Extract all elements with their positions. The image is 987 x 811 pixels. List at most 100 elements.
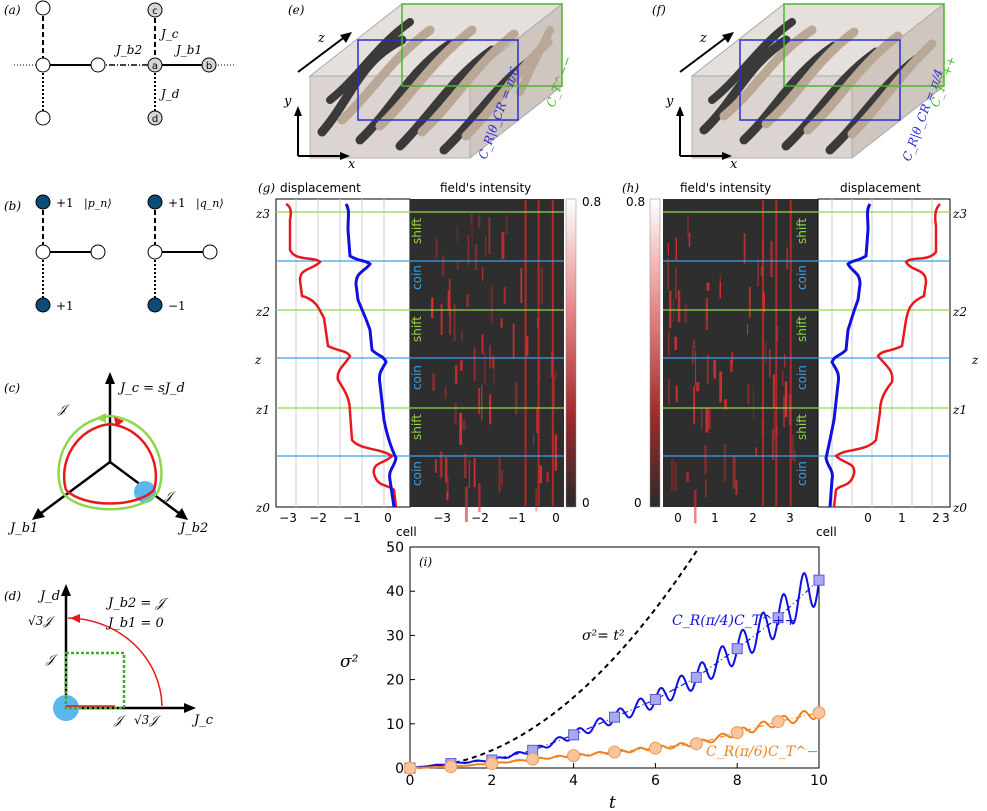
b-right-bottom: −1: [168, 299, 186, 313]
h-xf-4: 3: [786, 511, 794, 525]
h-blue-curve: [824, 203, 872, 508]
h-xlabel: cell: [816, 525, 837, 539]
h-z3: z3: [952, 207, 967, 221]
panel-d-label: (d): [4, 589, 21, 603]
d-x-axis: J_c: [191, 713, 214, 728]
x-tick-label: 10: [810, 773, 828, 789]
panel-e: (e) z y x C_R|θ_CR = π/6 C_T^−−: [283, 2, 575, 172]
x-tick-label: 8: [733, 773, 742, 789]
chart-frame: [409, 546, 820, 769]
h-xf-3: 2: [749, 511, 757, 525]
g-step-1: shift: [410, 218, 424, 244]
f-z: z: [699, 31, 707, 46]
g-step-6: coin: [410, 461, 424, 486]
g-blue-curve: [344, 203, 398, 508]
site-d: d: [152, 114, 158, 125]
d-sqrt3j-y: √3𝒥: [28, 614, 56, 628]
f-x: x: [730, 157, 738, 172]
c-j-top: 𝒥: [57, 402, 71, 416]
label-jd: J_d: [158, 87, 180, 101]
c-axis-right: J_b2: [177, 521, 208, 536]
x-tick-label: 0: [406, 773, 415, 789]
g-title-right: field's intensity: [440, 181, 531, 195]
panel-h-label: (h): [622, 181, 639, 195]
chart-xlabel: t: [609, 793, 616, 811]
chart-series: [403, 547, 826, 775]
panel-a-label: (a): [4, 3, 21, 17]
y-tick-label: 40: [386, 584, 404, 600]
label-jb2: J_b2: [113, 43, 142, 57]
g-zlabel: z: [254, 353, 262, 367]
h-cbar-min: 0: [634, 496, 642, 510]
legend-blue: C_R(π/4)C_T^++: [672, 613, 796, 629]
x-tick-label: 6: [651, 773, 660, 789]
panel-b-label: (b): [4, 199, 21, 213]
blue-square-marker: [690, 671, 702, 683]
d-y-axis: J_d: [37, 589, 60, 604]
y-tick-label: 50: [386, 540, 404, 556]
site-c: c: [152, 6, 158, 17]
orange-circle-marker: [526, 752, 540, 766]
h-xf-2: 1: [711, 511, 719, 525]
panel-i-label: (i): [419, 555, 433, 569]
h-xd-2: 1: [898, 511, 906, 525]
g-xd-2: −2: [309, 511, 327, 525]
panel-f-label: (f): [652, 3, 666, 17]
h-xd-3: 2: [932, 511, 940, 525]
y-tick-label: 30: [386, 628, 404, 644]
blue-square-marker: [772, 612, 784, 624]
panel-e-label: (e): [288, 3, 305, 17]
chart-axes: 0 2 4 6 8 10 0 10 20 30 40 50: [386, 540, 828, 789]
g-z3: z3: [255, 207, 270, 221]
e-y: y: [283, 94, 292, 109]
panel-c: (c) J_c = sJ_d J_b1 J_b2 𝒥 𝒥: [4, 372, 208, 536]
d-j-y: 𝒥: [45, 652, 59, 666]
h-xd-1: 0: [864, 511, 872, 525]
panel-i: (i) 0 2 4 6 8 10 0 10 20 30 40 50 σ²= t² C_R(π/4)C_…: [340, 540, 828, 811]
panel-b: (b) +1 |p_n⟩ +1 +1 |q_n⟩ −1: [4, 194, 224, 313]
g-title-left: displacement: [280, 181, 361, 195]
b-left-top: +1: [56, 196, 74, 210]
panel-h: (h) field's intensity displacement 0.8 0…: [622, 181, 979, 539]
b-right-ket: |q_n⟩: [196, 197, 224, 211]
blue-square-marker: [568, 729, 580, 741]
orange-circle-marker: [403, 761, 417, 775]
h-title-right: displacement: [840, 181, 921, 195]
h-z1: z1: [952, 403, 967, 417]
h-z0: z0: [952, 501, 967, 515]
orange-circle-marker: [444, 760, 458, 774]
h-red-curve: [832, 203, 941, 508]
orange-circle-marker: [648, 741, 662, 755]
blue-square-marker: [649, 693, 661, 705]
c-axis-top: J_c = sJ_d: [117, 381, 185, 396]
g-xd-4: 0: [384, 511, 392, 525]
g-step-2: coin: [410, 265, 424, 290]
h-zlabel: z: [971, 353, 979, 367]
h-step-4: coin: [795, 365, 809, 390]
panel-g: (g) displacement field's intensity shift…: [254, 181, 601, 539]
g-xd-3: −1: [343, 511, 361, 525]
g-step-3: shift: [410, 316, 424, 342]
panel-g-label: (g): [258, 181, 275, 195]
series-orange-line-fit: [409, 712, 820, 769]
f-y: y: [665, 94, 674, 109]
g-xlabel: cell: [396, 525, 417, 539]
x-tick-label: 2: [487, 773, 496, 789]
y-tick-label: 10: [386, 717, 404, 733]
blue-square-marker: [813, 574, 825, 586]
d-eq2: J_b1 = 0: [105, 616, 164, 631]
g-z1: z1: [255, 403, 270, 417]
panel-d: (d) J_d J_c J_b2 = 𝒥 J_b1 = 0 √3𝒥 𝒥 𝒥 √3…: [4, 584, 214, 728]
y-tick-label: 20: [386, 673, 404, 689]
g-xd-1: −3: [279, 511, 297, 525]
c-axis-left: J_b1: [7, 521, 38, 536]
b-left-ket: |p_n⟩: [84, 197, 112, 211]
site-a: a: [152, 61, 158, 72]
h-z2: z2: [952, 305, 967, 319]
panel-f: (f) z y x C_R|θ_CR = π/4 C_T^++: [652, 2, 959, 172]
h-step-6: coin: [795, 461, 809, 486]
legend-t2: σ²= t²: [582, 628, 625, 644]
orange-circle-marker: [485, 757, 499, 771]
h-step-1: shift: [795, 218, 809, 244]
